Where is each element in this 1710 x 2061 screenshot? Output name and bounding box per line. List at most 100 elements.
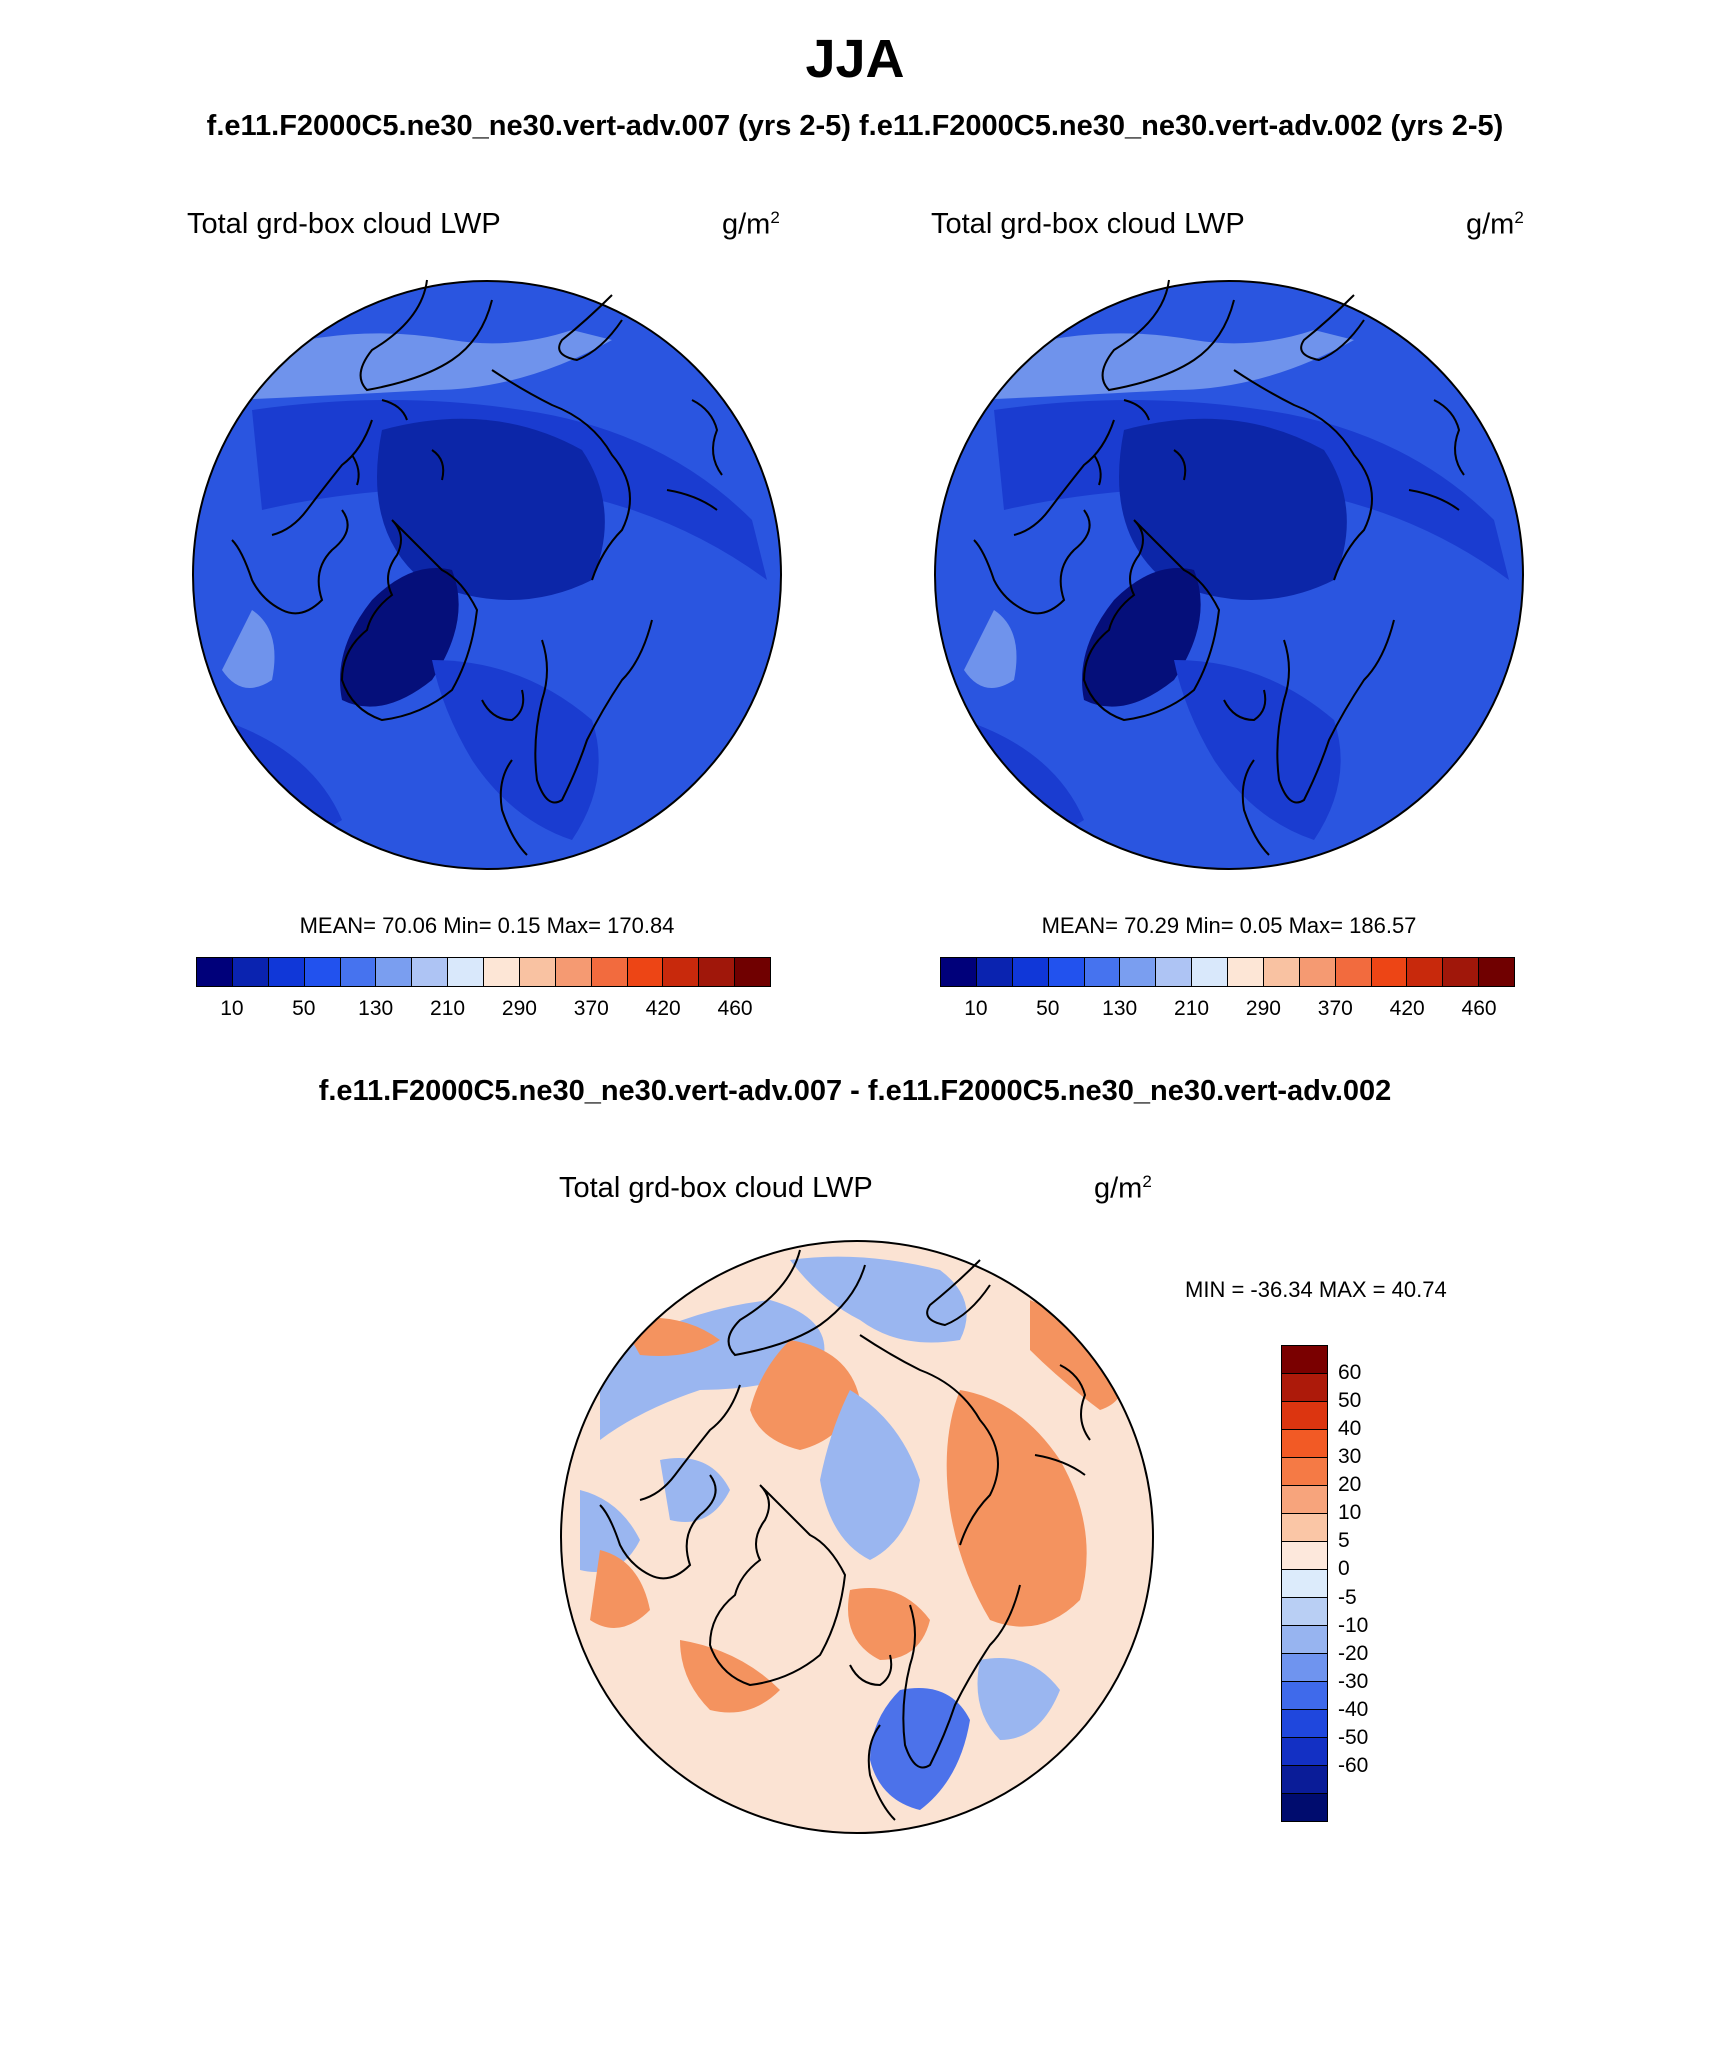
- colorbar-tick-label: 20: [1338, 1473, 1362, 1497]
- coastline-sakhalin: [666, 489, 718, 511]
- colorbar-swatch: [663, 958, 700, 986]
- colorbar-swatch: [1335, 958, 1372, 986]
- colorbar-tick-label: 370: [1317, 997, 1353, 1020]
- colorbar-tick-label: -10: [1338, 1613, 1369, 1637]
- panel2-polar-map: [934, 279, 1524, 870]
- diff-colorbar-ticks: 60 50 40 30 20 10 5 0 -5 -10 -20 -30 -40 -50 -60: [1338, 1345, 1418, 1822]
- colorbar-swatch: [340, 958, 377, 986]
- colorbar-tick-label: 290: [501, 997, 537, 1020]
- coastline-greenland: [1082, 519, 1221, 722]
- coastline-sakhalin: [1034, 1454, 1086, 1476]
- colorbar-swatch: [1282, 1542, 1327, 1570]
- map-deep-region: [377, 418, 605, 600]
- colorbar-swatch: [197, 958, 233, 986]
- coastline-kamchatka: [1300, 294, 1365, 362]
- coastline-island-1: [351, 454, 360, 486]
- colorbar-swatch: [1282, 1374, 1327, 1402]
- colorbar-swatch: [1282, 1514, 1327, 1542]
- colorbar-swatch: [1282, 1682, 1327, 1710]
- coastline-scandinavia: [1276, 619, 1395, 804]
- colorbar-tick-label: -40: [1338, 1697, 1369, 1721]
- colorbar-tick-label: 460: [717, 997, 753, 1020]
- colorbar-tick-label: 60: [1338, 1361, 1362, 1385]
- diff-polar-map: [560, 1240, 1154, 1834]
- colorbar-swatch: [1192, 958, 1228, 986]
- panel2-units-base: g/m: [1466, 208, 1515, 241]
- colorbar-swatch: [699, 958, 736, 986]
- coastlines: [231, 279, 723, 856]
- coastline-uk: [499, 759, 528, 856]
- colorbar-swatch: [1479, 958, 1514, 986]
- colorbar-swatch: [1048, 958, 1085, 986]
- colorbar-swatch: [268, 958, 305, 986]
- coastline-kamchatka: [926, 1259, 991, 1327]
- diff-cool-region-5: [660, 1458, 730, 1522]
- coastline-alaska: [727, 1249, 866, 1357]
- diff-warm-region-6: [590, 1550, 650, 1628]
- colorbar-tick-label: 50: [292, 997, 316, 1020]
- coastline-scandinavia: [534, 619, 653, 804]
- coastline-iceland: [481, 689, 525, 722]
- coastline-island-3: [381, 399, 408, 421]
- colorbar-swatch: [1282, 1766, 1327, 1794]
- colorbar-swatch: [1299, 958, 1336, 986]
- diff-strong-cool-region: [870, 1688, 970, 1810]
- diff-units-base: g/m: [1094, 1172, 1143, 1205]
- colorbar-swatch: [1263, 958, 1300, 986]
- coastline-east-siberia: [691, 399, 723, 476]
- coastline-alaska: [1101, 279, 1235, 392]
- map-boundary-circle: [934, 280, 1524, 870]
- coastline-alaska: [359, 279, 493, 392]
- panel2-colorbar-ticks: 10 50 130 210 290 370 420 460: [940, 997, 1515, 1027]
- colorbar-swatch: [1282, 1626, 1327, 1654]
- colorbar-swatch: [735, 958, 770, 986]
- colorbar-tick-label: 370: [573, 997, 609, 1020]
- diff-cool-region-2: [790, 1256, 967, 1343]
- coastline-iceland: [849, 1654, 893, 1687]
- coastline-island-3: [1123, 399, 1150, 421]
- coastline-canada-west: [639, 1384, 741, 1501]
- map-mid-region-2: [1174, 660, 1341, 840]
- colorbar-swatch: [376, 958, 413, 986]
- colorbar-tick-label: -20: [1338, 1641, 1369, 1665]
- colorbar-swatch: [1282, 1794, 1327, 1821]
- panel2-stats: MEAN= 70.29 Min= 0.05 Max= 186.57: [1041, 913, 1417, 938]
- colorbar-swatch: [1443, 958, 1480, 986]
- panel1-variable-label: Total grd-box cloud LWP: [187, 208, 501, 240]
- colorbar-swatch: [591, 958, 628, 986]
- colorbar-swatch: [1282, 1402, 1327, 1430]
- diff-units-label: g/m2: [1094, 1172, 1152, 1206]
- colorbar-tick-label: 40: [1338, 1417, 1362, 1441]
- colorbar-swatch: [1156, 958, 1193, 986]
- map-deep-region: [1119, 418, 1347, 600]
- colorbar-swatch: [484, 958, 520, 986]
- diff-cool-region-6: [977, 1658, 1060, 1740]
- colorbar-swatch: [1282, 1486, 1327, 1514]
- colorbar-swatch: [1282, 1738, 1327, 1766]
- map-mid-region-2: [432, 660, 599, 840]
- colorbar-swatch: [232, 958, 269, 986]
- colorbar-tick-label: -50: [1338, 1725, 1369, 1749]
- coastline-sakhalin: [1408, 489, 1460, 511]
- colorbar-tick-label: 210: [1174, 997, 1210, 1020]
- colorbar-swatch: [1228, 958, 1264, 986]
- coastline-siberia: [859, 1334, 999, 1546]
- coastline-island-2: [431, 449, 445, 481]
- colorbar-tick-label: 50: [1338, 1389, 1362, 1413]
- diff-variable-label: Total grd-box cloud LWP: [559, 1172, 873, 1204]
- colorbar-swatch: [304, 958, 341, 986]
- coastline-hudson: [599, 1474, 717, 1580]
- panel1-colorbar-ticks: 10 50 130 210 290 370 420 460: [196, 997, 771, 1027]
- diff-cool-region-3: [820, 1390, 920, 1560]
- colorbar-swatch: [1282, 1570, 1327, 1598]
- colorbar-swatch: [1282, 1598, 1327, 1626]
- colorbar-swatch: [412, 958, 449, 986]
- coastline-hudson: [231, 509, 349, 615]
- map-light-region-2: [222, 610, 275, 688]
- coastline-island-2: [1173, 449, 1187, 481]
- diff-warm-region-3: [946, 1390, 1087, 1627]
- coastline-siberia: [491, 369, 631, 581]
- colorbar-tick-label: 420: [645, 997, 681, 1020]
- panel2-colorbar: [940, 957, 1515, 987]
- diff-warm-region-7: [680, 1640, 780, 1713]
